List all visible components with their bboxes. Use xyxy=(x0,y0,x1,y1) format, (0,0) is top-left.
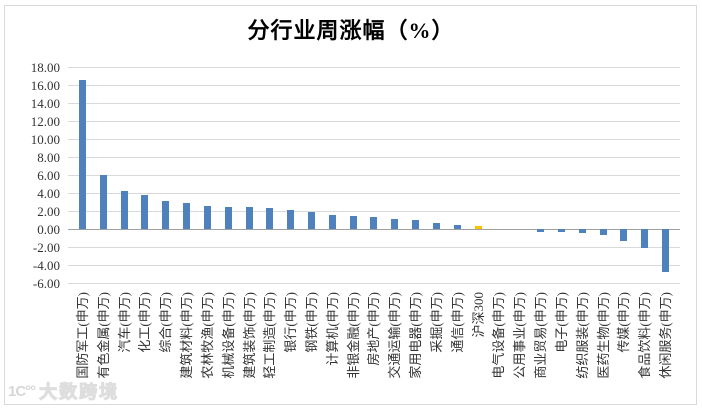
bar xyxy=(537,229,545,232)
gridline xyxy=(68,193,680,194)
x-category-label: 钢铁(申万) xyxy=(304,292,320,353)
x-category-label: 电子(申万) xyxy=(553,292,569,353)
gridline xyxy=(68,265,680,266)
gridline xyxy=(68,85,680,86)
bar xyxy=(328,214,336,229)
x-category-label: 食品饮料(申万) xyxy=(637,292,653,379)
bar xyxy=(141,194,149,229)
bar xyxy=(224,206,232,229)
chart-title: 分行业周涨幅（%） xyxy=(247,18,455,43)
y-tick-label: 6.00 xyxy=(37,168,60,183)
brand-logo-icon: 1C°° xyxy=(8,382,36,400)
bar xyxy=(620,229,628,241)
y-tick-label: 10.00 xyxy=(30,132,60,147)
chart-border-frame xyxy=(4,5,697,405)
x-category-label: 计算机(申万) xyxy=(324,292,340,366)
bar xyxy=(370,217,378,229)
bar xyxy=(245,207,253,229)
bar xyxy=(266,208,274,229)
x-category-label: 沪深300 xyxy=(470,292,486,338)
bar xyxy=(391,219,399,229)
gridline xyxy=(68,283,680,284)
bar xyxy=(412,220,420,229)
x-category-label: 综合(申万) xyxy=(158,292,174,353)
bar xyxy=(349,215,357,229)
bar xyxy=(661,229,669,273)
y-tick-label: 8.00 xyxy=(37,150,60,165)
bar xyxy=(162,201,170,229)
y-tick-label: -2.00 xyxy=(32,240,60,255)
x-category-label: 电气设备(申万) xyxy=(491,292,507,379)
x-category-label: 传媒(申万) xyxy=(616,292,632,353)
x-category-label: 家用电器(申万) xyxy=(408,292,424,379)
x-category-label: 公用事业(申万) xyxy=(512,292,528,379)
bar xyxy=(183,202,191,229)
gridline xyxy=(68,103,680,104)
gridline xyxy=(68,139,680,140)
y-tick-label: 2.00 xyxy=(37,204,60,219)
x-category-label: 机械设备(申万) xyxy=(220,292,236,379)
gridline xyxy=(68,67,680,68)
x-category-label: 银行(申万) xyxy=(283,292,299,353)
y-tick-label: 18.00 xyxy=(30,60,60,75)
y-tick-label: 4.00 xyxy=(37,186,60,201)
bar xyxy=(578,229,586,233)
x-category-label: 轻工制造(申万) xyxy=(262,292,278,379)
gridline xyxy=(68,121,680,122)
x-category-label: 非银金融(申万) xyxy=(345,292,361,379)
gridline xyxy=(68,175,680,176)
bar xyxy=(599,229,607,236)
y-tick-label: 0.00 xyxy=(37,222,60,237)
x-category-label: 纺织服装(申万) xyxy=(574,292,590,379)
x-category-label: 商业贸易(申万) xyxy=(533,292,549,379)
x-category-label: 采掘(申万) xyxy=(428,292,444,353)
x-category-label: 建筑材料(申万) xyxy=(179,292,195,379)
y-tick-label: 14.00 xyxy=(30,96,60,111)
x-category-label: 建筑装饰(申万) xyxy=(241,292,257,379)
x-category-label: 休闲服务(申万) xyxy=(657,292,673,379)
bar xyxy=(79,79,86,229)
bar xyxy=(99,175,107,229)
watermark: 1C°° 大数跨境 xyxy=(8,378,119,404)
zero-axis-line xyxy=(68,229,680,230)
gridline xyxy=(68,247,680,248)
x-category-label: 农林牧渔(申万) xyxy=(199,292,215,379)
x-category-label: 化工(申万) xyxy=(137,292,153,353)
y-tick-label: 12.00 xyxy=(30,114,60,129)
y-tick-label: 16.00 xyxy=(30,78,60,93)
x-category-label: 房地产(申万) xyxy=(366,292,382,366)
bar xyxy=(557,229,565,232)
x-category-label: 医药生物(申万) xyxy=(595,292,611,379)
y-tick-label: -4.00 xyxy=(32,258,60,273)
bar xyxy=(308,211,316,229)
bar xyxy=(287,210,295,229)
y-tick-label: -6.00 xyxy=(32,276,60,291)
x-category-label: 通信(申万) xyxy=(449,292,465,353)
x-category-label: 交通运输(申万) xyxy=(387,292,403,379)
gridline xyxy=(68,211,680,212)
bar xyxy=(432,222,440,229)
watermark-text: 大数跨境 xyxy=(39,382,120,403)
gridline xyxy=(68,157,680,158)
bar xyxy=(453,225,461,229)
bar xyxy=(203,205,211,229)
bar xyxy=(474,226,482,229)
bar xyxy=(120,191,128,229)
bar xyxy=(641,229,649,248)
